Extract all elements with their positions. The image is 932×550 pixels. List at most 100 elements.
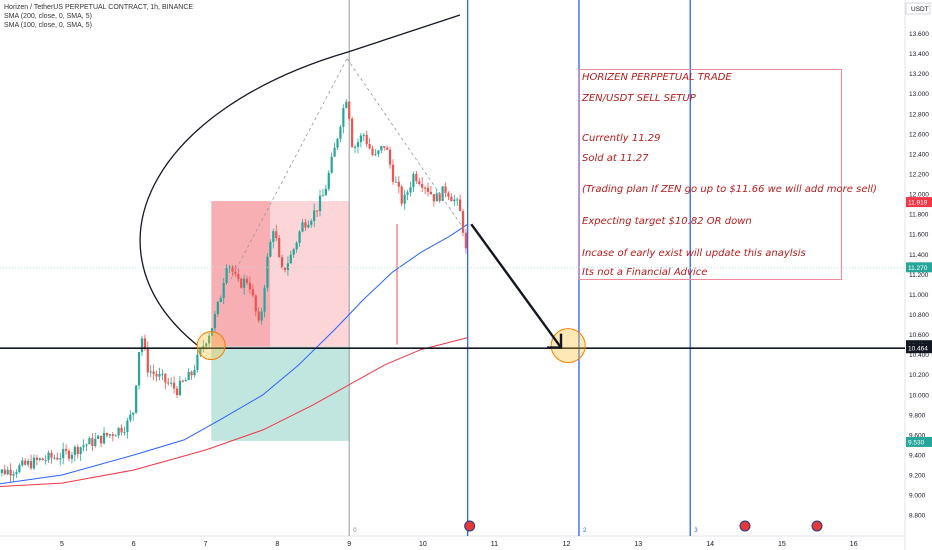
candle-body	[193, 369, 196, 376]
candle-body	[292, 249, 295, 255]
candle-body	[152, 371, 155, 375]
candle-body	[304, 222, 307, 228]
note-line-1: HORIZEN PERPPETUAL TRADE	[582, 72, 732, 83]
candle-body	[409, 187, 412, 193]
candle-body	[359, 135, 362, 143]
x-tick-label-6: 11	[491, 541, 498, 548]
candle-body	[301, 222, 304, 232]
sma100-label: SMA (100, close, 0, SMA, 5)	[4, 22, 92, 29]
chart-legend: Horizen / TetherUS PERPETUAL CONTRACT, 1…	[4, 3, 193, 30]
y-tick-label-6: 10.000	[909, 392, 929, 399]
y-tick-label-16: 12.000	[909, 192, 929, 199]
marker-label-1: 0	[353, 528, 357, 534]
candle-body	[100, 435, 103, 444]
candle-body	[377, 150, 380, 154]
candle-body	[374, 153, 377, 155]
sma100-line	[0, 223, 468, 485]
target-zone	[211, 346, 350, 441]
candle-body	[6, 469, 9, 475]
candle-body	[219, 298, 222, 302]
y-tick-label-11: 11.000	[909, 292, 929, 299]
candle-body	[356, 142, 360, 147]
candle-body	[461, 211, 465, 233]
candle-body	[444, 186, 447, 193]
price-label-bg-2	[906, 262, 932, 273]
candle-body	[70, 454, 74, 459]
note-line-5: (Trading plan If ZEN go up to $11.66 we …	[582, 184, 877, 195]
candle-body	[353, 146, 357, 148]
candle-body	[85, 444, 88, 446]
candle-body	[240, 278, 243, 288]
marker-label-2: 2	[583, 528, 587, 534]
candle-body	[170, 382, 173, 384]
parabolic-curve	[139, 14, 461, 346]
candle-body	[412, 174, 415, 188]
candle-body	[205, 343, 208, 347]
price-label-2: 11.270	[908, 265, 928, 272]
candle-body	[199, 348, 202, 355]
candle-body	[394, 181, 397, 183]
candle-body	[403, 194, 406, 204]
candle-body	[228, 266, 231, 268]
candle-body	[251, 289, 254, 296]
y-tick-label-4: 9.600	[909, 432, 926, 439]
candle-body	[38, 458, 41, 460]
candle-body	[321, 195, 325, 197]
note-line-8: Its not a Financial Advice	[582, 267, 708, 278]
candle-body	[447, 192, 450, 197]
candle-body	[464, 232, 468, 249]
candle-body	[208, 335, 211, 344]
candle-body	[135, 385, 138, 413]
candle-body	[146, 347, 149, 373]
candle-body	[278, 238, 281, 258]
candle-body	[143, 338, 146, 348]
candle-body	[289, 254, 292, 264]
candle-body	[269, 241, 272, 257]
candle-body	[35, 457, 38, 460]
candle-body	[181, 380, 184, 382]
note-line-4: Sold at 11.27	[582, 153, 649, 164]
candle-body	[441, 186, 444, 201]
price-label-bg-4	[906, 343, 932, 354]
candle-body	[44, 459, 47, 461]
candle-body	[272, 231, 275, 242]
price-label-bg-5	[906, 436, 932, 447]
x-tick-label-11: 16	[850, 541, 858, 548]
y-tick-label-2: 9.200	[909, 473, 926, 480]
candle-body	[310, 220, 313, 225]
candle-body	[295, 242, 298, 250]
candle-body	[248, 282, 252, 290]
candle-body	[327, 172, 330, 189]
y-tick-label-20: 12.800	[909, 111, 929, 118]
candle-body	[324, 188, 327, 196]
y-tick-label-1: 9.000	[909, 493, 926, 500]
candle-body	[388, 149, 392, 165]
x-tick-label-4: 9	[347, 541, 351, 548]
note-line-2: ZEN/USDT SELL SETUP	[582, 93, 696, 104]
candle-body	[245, 278, 249, 283]
candle-body	[453, 199, 456, 202]
us-flag-icon	[811, 520, 823, 532]
candle-body	[56, 457, 59, 460]
candle-body	[73, 446, 76, 455]
y-tick-label-19: 12.600	[909, 131, 929, 138]
candle-body	[313, 210, 316, 221]
candle-body	[184, 380, 187, 382]
symbol-title: Horizen / TetherUS PERPETUAL CONTRACT, 1…	[4, 4, 194, 11]
candle-body	[21, 460, 24, 466]
candle-body	[18, 465, 21, 473]
candle-body	[298, 231, 301, 243]
candle-body	[421, 183, 424, 188]
x-tick-label-9: 14	[706, 541, 714, 548]
candle-body	[79, 447, 82, 455]
candle-body	[406, 192, 409, 195]
candle-body	[426, 187, 430, 192]
candle-body	[155, 374, 158, 377]
y-tick-label-18: 12.400	[909, 151, 929, 158]
candle-body	[383, 146, 386, 148]
candle-body	[29, 461, 33, 469]
candle-body	[47, 452, 50, 460]
y-tick-label-23: 13.400	[909, 51, 929, 58]
